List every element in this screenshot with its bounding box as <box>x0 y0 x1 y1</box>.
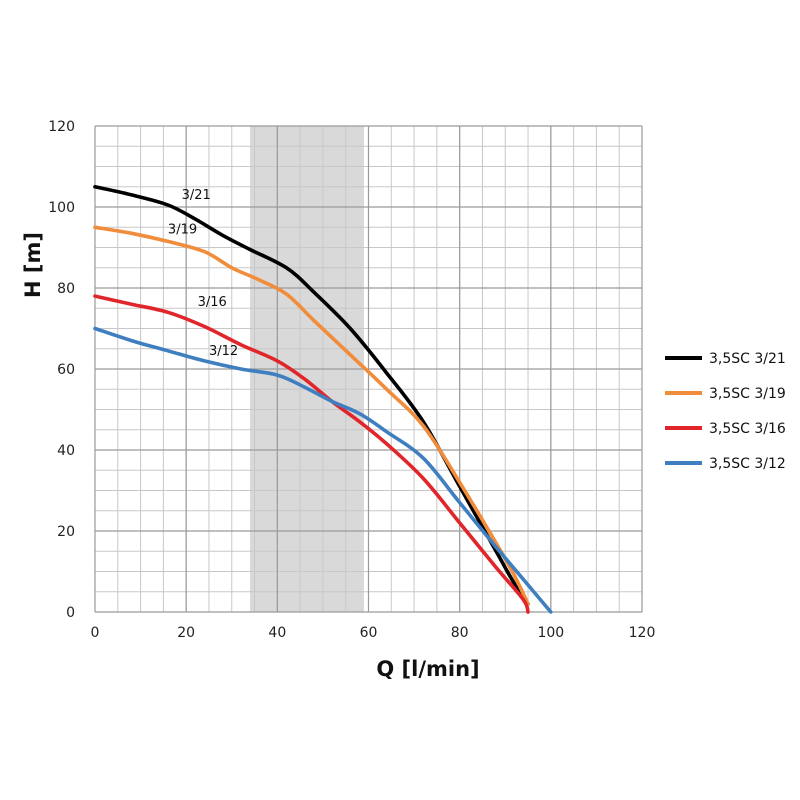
x-tick-label: 80 <box>451 625 469 641</box>
x-tick-label: 40 <box>268 625 286 641</box>
tick-layer: 0 20 40 60 80 100 120 0 20 40 60 80 100 120 <box>48 119 655 641</box>
curve-label: 3/19 <box>168 222 197 237</box>
curve-label: 3/12 <box>209 344 238 359</box>
legend-entry-label: 3,5SC 3/12 <box>709 456 786 472</box>
y-tick-label: 60 <box>57 362 75 378</box>
y-tick-label: 0 <box>66 605 75 621</box>
x-tick-label: 0 <box>91 625 100 641</box>
series-line <box>93 326 553 614</box>
y-axis-title: H [m] <box>21 232 45 298</box>
y-tick-label: 20 <box>57 524 75 540</box>
grid-layer <box>94 125 643 613</box>
x-tick-label: 60 <box>360 625 378 641</box>
label-layer: 3/21 3/19 3/16 3/12 <box>168 188 238 359</box>
series-line <box>93 225 530 606</box>
x-tick-label: 20 <box>177 625 195 641</box>
y-tick-label: 40 <box>57 443 75 459</box>
series-layer <box>93 185 553 614</box>
curve-label: 3/21 <box>182 188 211 203</box>
y-tick-label: 80 <box>57 281 75 297</box>
x-axis-title: Q [l/min] <box>376 657 479 681</box>
curve-label: 3/16 <box>198 295 227 310</box>
x-tick-label: 120 <box>629 625 656 641</box>
legend: 3,5SC 3/21 3,5SC 3/19 3,5SC 3/16 3,5SC 3/12 <box>665 351 786 472</box>
y-tick-label: 100 <box>48 200 75 216</box>
y-tick-label: 120 <box>48 119 75 135</box>
x-tick-label: 100 <box>537 625 564 641</box>
legend-entry-label: 3,5SC 3/16 <box>709 421 786 437</box>
legend-entry-label: 3,5SC 3/21 <box>709 351 786 367</box>
legend-entry-label: 3,5SC 3/19 <box>709 386 786 402</box>
